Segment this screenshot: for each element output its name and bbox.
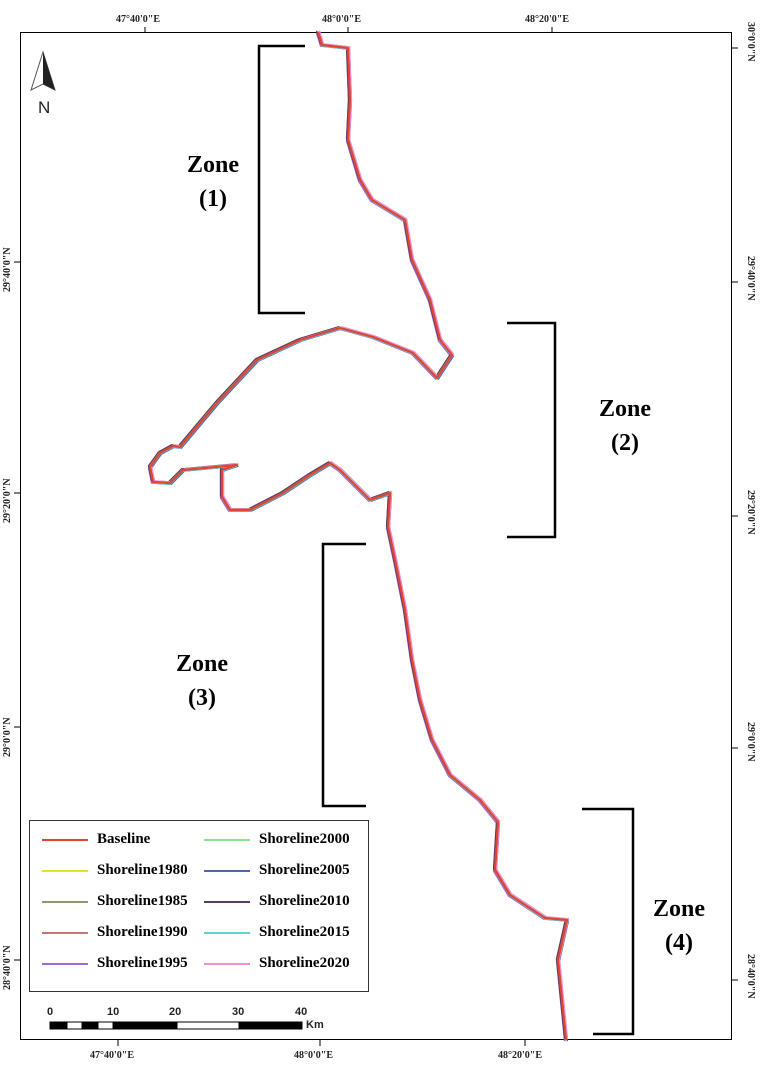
legend-item: Shoreline2000 [204,831,350,848]
right-lat-label: 30°0'0"N [745,22,756,62]
scalebar-segment [238,1021,303,1030]
legend-item: Shoreline1985 [42,893,188,910]
bottom-lon-label: 47°40'0"E [90,1050,134,1061]
scalebar-segment [49,1021,68,1030]
top-lon-label: 47°40'0"E [116,14,160,25]
legend-label: Shoreline2005 [259,862,350,878]
scalebar-tick: 10 [107,1006,120,1018]
legend-swatch [204,931,250,934]
legend-swatch [42,869,88,872]
legend-label: Baseline [97,831,151,847]
right-lat-label: 28°40'0"N [745,954,756,999]
legend-label: Shoreline1980 [97,862,188,878]
legend-swatch [42,838,88,841]
top-lon-label: 48°20'0"E [525,14,569,25]
map-frame [20,32,732,1040]
scalebar-tick: 30 [232,1006,245,1018]
zone-number: (2) [611,430,639,456]
zone-2-label: Zone (2) [570,392,680,460]
zone-number: (3) [188,685,216,711]
left-lat-label: 29°40'0"N [2,247,13,292]
zone-title: Zone [186,152,239,178]
zone-title: Zone [598,396,651,422]
scalebar-tick: 20 [169,1006,182,1018]
north-arrow-icon [43,52,55,90]
north-label: N [38,98,51,117]
right-lat-label: 29°40'0"N [745,256,756,301]
scalebar-tick: 0 [47,1006,54,1018]
legend-item: Shoreline2010 [204,893,350,910]
bottom-lon-label: 48°20'0"E [498,1050,542,1061]
legend-item: Shoreline1990 [42,924,188,941]
zone-3-bracket [321,542,366,808]
legend-label: Shoreline1990 [97,924,188,940]
scalebar-segment [176,1021,240,1030]
legend-item-baseline: Baseline [42,831,150,848]
zone-3-label: Zone (3) [147,647,257,715]
zone-title: Zone [175,651,228,677]
top-lon-label: 48°0'0"E [322,14,361,25]
zone-number: (1) [199,186,227,212]
legend-item: Shoreline2015 [204,924,350,941]
bottom-lon-label: 48°0'0"E [294,1050,333,1061]
legend-label: Shoreline1985 [97,893,188,909]
legend-item: Shoreline1980 [42,862,188,879]
legend-swatch [204,838,250,841]
left-lat-label: 29°0'0"N [2,717,13,757]
left-lat-label: 29°20'0"N [2,478,13,523]
scalebar-unit: Km [306,1019,324,1031]
legend-swatch [42,962,88,965]
baseline-shoreline [148,31,569,1041]
scalebar-segment [66,1021,83,1030]
legend-swatch [42,931,88,934]
legend-label: Shoreline2020 [259,955,350,971]
legend-swatch [204,900,250,903]
scalebar-segment [112,1021,178,1030]
zone-1-label: Zone (1) [158,148,268,216]
zone-1-bracket [257,44,305,315]
legend-label: Shoreline2015 [259,924,350,940]
legend-swatch [204,962,250,965]
legend-label: Shoreline2010 [259,893,350,909]
zone-number: (4) [665,930,693,956]
scalebar-tick: 40 [295,1006,308,1018]
legend-label: Shoreline1995 [97,955,188,971]
legend-swatch [204,869,250,872]
left-lat-label: 28°40'0"N [2,945,13,990]
legend: Baseline Shoreline1980 Shoreline1985 Sho… [29,820,369,992]
legend-swatch [42,900,88,903]
zone-4-bracket [582,807,635,1036]
legend-item: Shoreline1995 [42,955,188,972]
scalebar-segment [97,1021,114,1030]
right-lat-label: 29°0'0"N [745,722,756,762]
zone-title: Zone [652,896,705,922]
legend-label: Shoreline2000 [259,831,350,847]
zone-2-bracket [507,321,557,539]
zone-4-label: Zone (4) [624,892,734,960]
right-lat-label: 29°20'0"N [745,490,756,535]
scalebar-segment [81,1021,99,1030]
legend-item: Shoreline2020 [204,955,350,972]
legend-item: Shoreline2005 [204,862,350,879]
